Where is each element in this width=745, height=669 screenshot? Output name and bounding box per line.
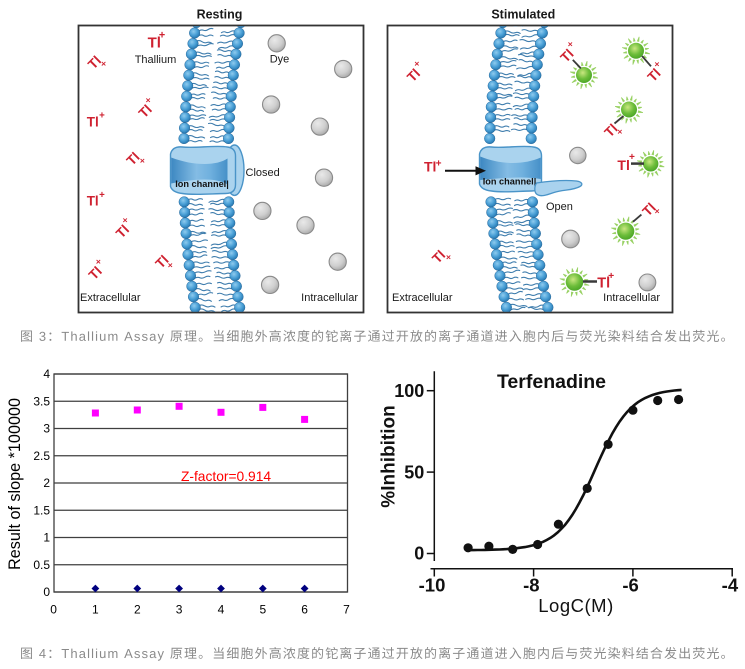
svg-text:4: 4 [43,367,50,381]
svg-text:Tl: Tl [148,35,161,52]
svg-text:Stimulated: Stimulated [491,7,555,21]
svg-text:Tl: Tl [424,158,436,174]
svg-text:Tl: Tl [87,194,99,209]
svg-text:Z-factor=0.914: Z-factor=0.914 [181,469,271,484]
svg-text:3.5: 3.5 [33,394,50,408]
svg-text:Tl: Tl [87,114,99,129]
svg-text:2: 2 [134,602,141,616]
svg-text:Intracellular: Intracellular [301,292,358,304]
svg-text:Thallium: Thallium [135,54,177,66]
svg-text:4: 4 [218,602,225,616]
svg-text:Intracellular: Intracellular [603,292,660,304]
svg-text:Tl: Tl [617,157,629,173]
svg-text:×: × [617,127,622,137]
svg-text:0: 0 [414,544,424,564]
svg-text:Dye: Dye [270,54,290,66]
svg-text:Ion channel|: Ion channel| [483,177,537,187]
svg-text:×: × [96,257,101,267]
svg-text:-8: -8 [523,575,539,596]
svg-text:3: 3 [176,602,183,616]
svg-text:+: + [99,190,105,201]
svg-text:0.5: 0.5 [33,558,50,572]
svg-text:2.5: 2.5 [33,449,50,463]
svg-text:%Inhibition: %Inhibition [379,405,400,507]
svg-text:Ion channel|: Ion channel| [175,179,229,189]
svg-text:7: 7 [343,602,350,616]
svg-text:×: × [123,215,128,225]
svg-text:+: + [99,111,105,122]
svg-text:+: + [159,29,165,41]
svg-text:1: 1 [92,602,99,616]
svg-text:Terfenadine: Terfenadine [497,371,606,393]
svg-text:0: 0 [50,602,57,616]
svg-text:+: + [436,159,442,170]
svg-text:6: 6 [301,602,308,616]
svg-text:100: 100 [394,381,424,401]
svg-text:Open: Open [546,201,573,213]
svg-text:3: 3 [43,422,50,436]
svg-text:×: × [655,206,660,216]
svg-text:Tl: Tl [597,276,610,292]
svg-text:5: 5 [259,602,266,616]
svg-text:-10: -10 [419,575,446,596]
svg-text:0: 0 [43,585,50,599]
svg-text:×: × [568,39,573,49]
svg-text:Extracellular: Extracellular [392,292,453,304]
svg-text:50: 50 [404,462,424,482]
svg-text:Extracellular: Extracellular [80,292,141,304]
svg-text:×: × [446,252,451,262]
svg-text:Result of slope *100000: Result of slope *100000 [6,398,24,570]
svg-text:1.5: 1.5 [33,504,50,518]
svg-text:×: × [140,155,145,165]
svg-text:LogC(M): LogC(M) [538,595,613,616]
svg-text:+: + [629,152,635,163]
svg-text:1: 1 [43,531,50,545]
svg-text:×: × [168,260,173,270]
svg-text:2: 2 [43,476,50,490]
svg-text:×: × [101,58,106,68]
svg-text:-6: -6 [622,575,638,596]
svg-text:×: × [146,95,151,105]
svg-text:×: × [414,58,419,68]
svg-text:+: + [608,271,614,282]
svg-text:Resting: Resting [197,7,243,21]
svg-text:Closed: Closed [246,167,280,179]
svg-text:-4: -4 [722,575,739,596]
svg-text:×: × [655,59,660,69]
